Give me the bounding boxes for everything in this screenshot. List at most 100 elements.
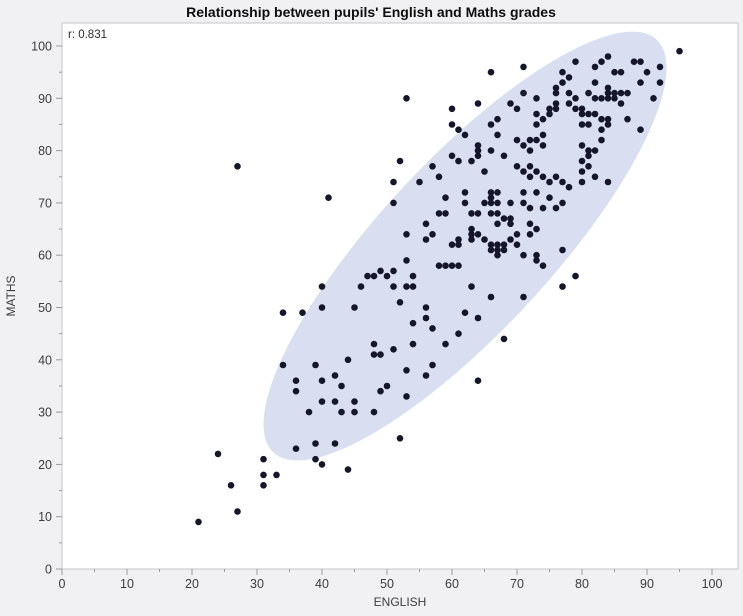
data-point	[474, 147, 482, 154]
data-point	[520, 199, 527, 207]
data-point	[260, 471, 267, 479]
data-point	[487, 241, 495, 248]
data-point	[578, 105, 586, 113]
data-point	[487, 246, 495, 254]
data-point	[559, 68, 566, 76]
data-point	[539, 142, 547, 149]
data-point	[338, 408, 345, 416]
data-point	[656, 79, 664, 86]
data-point	[318, 283, 326, 290]
data-point	[578, 142, 586, 149]
data-point	[559, 178, 566, 186]
data-point	[604, 115, 612, 123]
y-tick-label: 0	[45, 563, 52, 577]
data-point	[539, 204, 547, 212]
data-point	[520, 293, 527, 301]
data-point	[318, 377, 326, 385]
data-point	[611, 89, 618, 97]
data-point	[565, 89, 573, 97]
data-point	[442, 194, 449, 201]
data-point	[422, 236, 430, 243]
data-point	[565, 100, 573, 107]
data-point	[292, 445, 300, 453]
data-point	[591, 63, 599, 71]
data-point	[442, 340, 449, 348]
data-point	[403, 95, 410, 102]
data-point	[461, 131, 469, 139]
data-point	[396, 157, 404, 165]
data-point	[611, 68, 618, 76]
data-point	[390, 346, 397, 353]
data-point	[448, 105, 456, 113]
data-point	[279, 361, 287, 369]
data-point	[396, 299, 404, 306]
data-point	[338, 382, 345, 390]
data-point	[474, 314, 482, 322]
data-point	[403, 231, 410, 238]
data-point	[559, 199, 566, 207]
data-point	[260, 455, 267, 463]
data-point	[526, 163, 534, 170]
data-point	[487, 293, 495, 301]
data-point	[370, 272, 378, 280]
data-point	[526, 220, 534, 228]
data-point	[676, 47, 683, 55]
data-point	[559, 246, 566, 254]
data-point	[474, 377, 482, 385]
data-point	[370, 408, 378, 416]
data-point	[429, 231, 436, 238]
data-point	[617, 89, 625, 97]
data-point	[513, 105, 521, 113]
data-point	[598, 136, 605, 144]
data-point	[578, 110, 586, 118]
data-point	[409, 272, 417, 280]
data-point	[331, 440, 339, 447]
data-point	[377, 267, 384, 275]
data-point	[578, 157, 586, 165]
data-point	[442, 262, 449, 270]
data-point	[494, 241, 501, 248]
data-point	[377, 387, 384, 395]
y-tick-label: 40	[38, 353, 52, 367]
data-point	[494, 131, 501, 139]
x-tick-label: 0	[59, 577, 66, 591]
data-point	[299, 309, 306, 317]
data-point	[494, 220, 501, 228]
data-point	[507, 215, 514, 222]
data-point	[513, 163, 521, 170]
data-point	[396, 435, 404, 442]
data-point	[279, 309, 287, 317]
x-tick-label: 70	[510, 577, 524, 591]
data-point	[474, 210, 482, 217]
data-point	[598, 95, 605, 102]
data-point	[429, 361, 436, 369]
data-point	[552, 204, 560, 212]
data-point	[448, 262, 456, 270]
data-point	[377, 351, 384, 358]
data-point	[481, 236, 488, 243]
data-point	[312, 361, 319, 369]
y-tick-label: 10	[38, 510, 52, 524]
data-point	[591, 110, 599, 118]
data-point	[546, 178, 553, 186]
data-point	[520, 189, 527, 196]
x-tick-label: 20	[185, 577, 199, 591]
data-point	[318, 398, 326, 405]
data-point	[448, 152, 456, 160]
data-point	[656, 63, 664, 71]
data-point	[559, 283, 566, 290]
data-point	[481, 199, 488, 207]
data-point	[533, 251, 540, 259]
data-point	[617, 100, 625, 107]
data-point	[604, 84, 612, 92]
data-point	[604, 53, 612, 60]
data-point	[591, 95, 599, 102]
data-point	[585, 110, 592, 118]
data-point	[292, 377, 300, 385]
data-point	[364, 272, 371, 280]
data-point	[494, 246, 501, 254]
data-point	[591, 173, 599, 181]
data-point	[585, 152, 592, 160]
data-point	[455, 330, 462, 338]
data-point	[533, 110, 540, 118]
